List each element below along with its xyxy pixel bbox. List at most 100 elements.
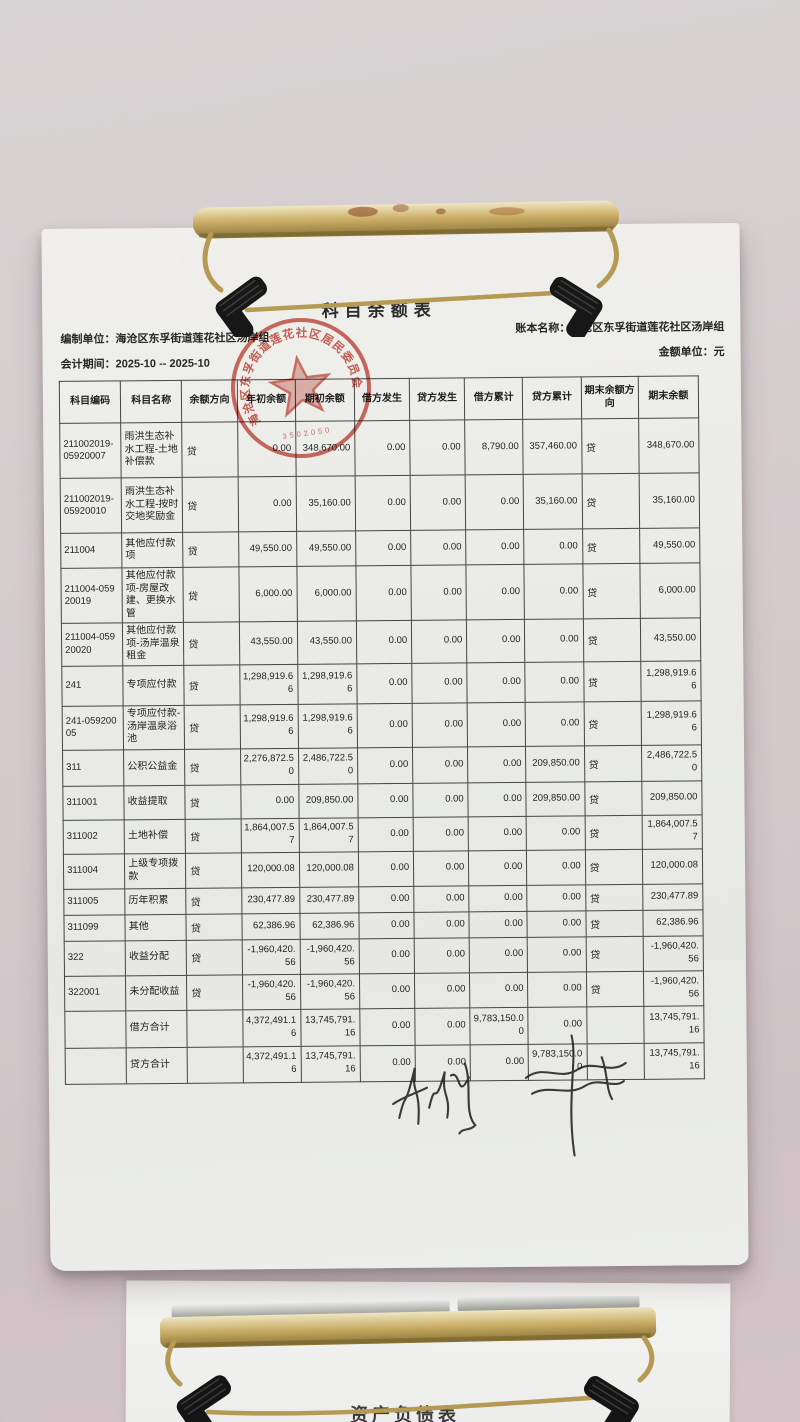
table-cell: 211004 <box>60 532 123 569</box>
table-cell: -1,960,420.56 <box>242 973 301 1010</box>
table-cell <box>64 1010 127 1048</box>
book-name-label: 账本名称： <box>515 322 571 335</box>
table-cell: 209,850.00 <box>298 783 359 818</box>
table-cell: 1,864,007.57 <box>240 817 300 853</box>
table-cell: -1,960,420.56 <box>642 935 704 971</box>
table-cell: 贷 <box>184 664 240 705</box>
table-cell: 贷 <box>182 531 239 568</box>
table-row: 311002 土地补偿贷 1,864,007.57 1,864,007.57 0.00 0… <box>63 814 703 854</box>
table-cell: 49,550.00 <box>238 531 297 567</box>
table-cell: 35,160.00 <box>295 475 356 532</box>
table-cell: 0.00 <box>414 937 470 973</box>
table-cell: 0.00 <box>466 661 526 703</box>
table-cell: 0.00 <box>357 746 413 784</box>
table-cell: 0.00 <box>414 972 471 1008</box>
table-row: 322 收益分配贷 -1,960,420.56 -1,960,420.56 0.00 0.… <box>64 935 704 976</box>
table-cell: 0.00 <box>527 884 586 911</box>
table-cell: 0.00 <box>470 1043 529 1081</box>
table-row: 311 公积公益金贷 2,276,872.50 2,486,722.50 0.00 0.0… <box>62 744 702 786</box>
table-cell: 1,298,919.66 <box>297 663 358 704</box>
table-cell: 贷 <box>585 909 643 937</box>
table-cell: 0.00 <box>527 936 587 972</box>
table-row: 贷方合计 4,372,491.16 13,745,791.16 0.00 0.00 0.0… <box>65 1042 705 1084</box>
table-cell: 上级专项拨款 <box>124 852 187 889</box>
table-cell: 贷 <box>585 883 643 911</box>
table-cell: 311 <box>62 749 125 786</box>
table-cell: 其他应付款项 <box>121 532 184 568</box>
table-cell: 贷 <box>584 814 643 850</box>
column-header: 期末余额方向 <box>580 376 639 419</box>
table-cell: 0.00 <box>467 701 526 747</box>
table-cell: 土地补偿 <box>124 818 186 854</box>
table-cell: 1,298,919.66 <box>297 703 358 748</box>
table-cell: 0.00 <box>524 563 583 620</box>
table-cell: 0.00 <box>524 528 583 565</box>
table-cell: 0.00 <box>409 419 466 476</box>
table-cell: 0.00 <box>359 937 415 974</box>
table-cell: 0.00 <box>469 971 529 1008</box>
table-cell: 0.00 <box>526 815 585 850</box>
table-cell: 0.00 <box>465 474 525 530</box>
unit-line: 金额单位：元 <box>658 346 725 359</box>
table-cell: 0.00 <box>525 661 584 702</box>
table-cell: 2,486,722.50 <box>298 747 358 784</box>
table-cell: 2,486,722.50 <box>641 744 702 781</box>
table-cell: 0.00 <box>525 701 585 746</box>
table-cell: 6,000.00 <box>238 566 298 622</box>
table-row: 241-05920005 专项应付款-汤岸温泉浴池贷 1,298,919.66 1,2… <box>62 700 702 750</box>
table-cell: 贷 <box>581 473 640 529</box>
table-cell: 211002019-05920010 <box>60 477 122 534</box>
table-cell: 322001 <box>64 975 126 1011</box>
prepared-by-value: 海沧区东孚街道莲花社区汤岸组 <box>115 332 270 346</box>
table-cell: 62,386.96 <box>241 912 300 940</box>
column-header: 贷方累计 <box>522 376 582 420</box>
table-cell: 211002019-05920007 <box>59 422 122 479</box>
table-row: 211002019-05920007 雨洪生态补水工程-土地补偿款贷 0.00 348… <box>59 417 700 479</box>
table-cell: 贷 <box>584 848 643 885</box>
table-cell: 贷方合计 <box>126 1046 188 1084</box>
table-cell: 0.00 <box>528 1006 587 1044</box>
table-cell: 贷 <box>182 476 239 533</box>
rust-stain <box>392 204 409 213</box>
table-row: 211002019-05920010 雨洪生态补水工程-按时交地奖励金贷 0.00 3… <box>60 472 700 534</box>
table-cell: 收益分配 <box>125 939 187 976</box>
table-cell: 贷 <box>584 780 642 816</box>
table-cell: 241-05920005 <box>62 705 124 750</box>
table-cell: 0.00 <box>468 781 527 817</box>
table-cell: 0.00 <box>356 620 412 664</box>
table-cell: 0.00 <box>410 564 467 621</box>
table-cell: 贷 <box>186 939 243 975</box>
table-cell: 0.00 <box>358 850 414 887</box>
table-cell: 0.00 <box>359 972 415 1009</box>
underlying-sheet <box>125 1280 731 1422</box>
table-cell <box>586 1042 645 1080</box>
table-cell: 0.00 <box>413 885 470 912</box>
table-cell: 8,790.00 <box>464 419 524 475</box>
table-cell: 0.00 <box>359 1044 416 1082</box>
table-cell: 311001 <box>62 785 125 820</box>
table-cell: 0.00 <box>469 910 528 938</box>
column-header: 借方发生 <box>354 378 410 421</box>
table-cell: 0.00 <box>237 476 297 532</box>
table-cell: 贷 <box>581 418 639 474</box>
table-cell: 0.00 <box>410 529 467 566</box>
table-cell: 2,276,872.50 <box>240 747 299 785</box>
table-cell: 0.00 <box>357 782 414 818</box>
table-cell: 贷 <box>584 744 642 782</box>
table-row: 211004-05920020 其他应付款项-汤岸温泉租金贷 43,550.00 43… <box>61 617 701 666</box>
table-cell: 0.00 <box>466 564 525 620</box>
table-cell: 0.00 <box>412 746 469 783</box>
table-cell: 211004-05920019 <box>60 567 123 624</box>
table-cell: 0.00 <box>355 565 412 621</box>
table-row: 311001 收益提取贷 0.00 209,850.00 0.00 0.00 0.00 209… <box>62 780 703 820</box>
table-cell: 0.00 <box>527 971 587 1007</box>
prepared-by-line: 编制单位：海沧区东孚街道莲花社区汤岸组 <box>60 326 269 353</box>
table-cell: 311099 <box>63 914 126 941</box>
table-cell: 43,550.00 <box>640 617 701 661</box>
table-row: 322001 未分配收益贷 -1,960,420.56 -1,960,420.56 0.… <box>64 970 704 1011</box>
table-cell: 专项应付款 <box>122 664 185 706</box>
table-cell: 311005 <box>63 888 126 915</box>
table-cell: 0.00 <box>468 849 528 886</box>
table-cell: 357,460.00 <box>523 418 582 475</box>
table-cell: 0.00 <box>359 1007 416 1046</box>
